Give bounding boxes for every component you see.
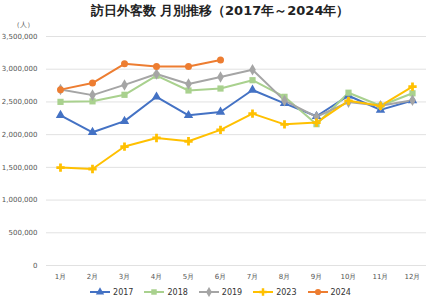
svg-text:11月: 11月 [373,273,389,281]
svg-text:1,000,000: 1,000,000 [2,196,38,204]
svg-text:0: 0 [33,262,37,270]
svg-text:1月: 1月 [55,273,66,281]
svg-text:12月: 12月 [405,273,421,281]
html-text:2024: 2024 [330,287,351,297]
svg-text:1,500,000: 1,500,000 [2,164,38,172]
html-text:訪日外客数 月別推移（2017年～2024年）: 訪日外客数 月別推移（2017年～2024年） [90,3,350,18]
html-text:2018: 2018 [167,287,188,297]
svg-text:2,000,000: 2,000,000 [2,131,38,139]
html-text:2023: 2023 [276,287,297,297]
html-text:2017: 2017 [113,287,134,297]
svg-text:9月: 9月 [311,273,322,281]
svg-text:5月: 5月 [183,273,194,281]
html-text:2019: 2019 [221,287,243,297]
svg-text:3,000,000: 3,000,000 [2,65,38,73]
svg-text:10月: 10月 [341,273,357,281]
svg-text:2,500,000: 2,500,000 [2,98,38,106]
svg-text:4月: 4月 [151,273,162,281]
svg-text:7月: 7月 [247,273,258,281]
svg-text:500,000: 500,000 [9,229,38,237]
svg-text:3月: 3月 [119,273,130,281]
svg-text:2月: 2月 [87,273,98,281]
svg-text:3,500,000: 3,500,000 [2,33,38,41]
svg-text:6月: 6月 [215,273,226,281]
svg-text:8月: 8月 [279,273,290,281]
svg-text:（人）: （人） [13,21,34,29]
